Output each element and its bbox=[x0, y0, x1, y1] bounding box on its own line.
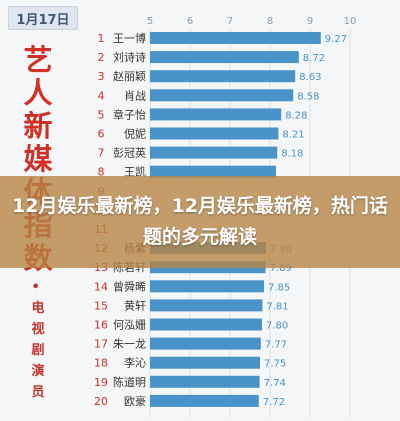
artist-name: 肖战 bbox=[124, 88, 146, 102]
artist-name: 王一博 bbox=[113, 32, 146, 45]
score-label: 7.75 bbox=[264, 359, 286, 370]
score-label: 7.77 bbox=[265, 340, 287, 351]
rank-number: 8 bbox=[98, 166, 105, 179]
x-tick-label: 8 bbox=[267, 16, 273, 27]
score-bar bbox=[150, 32, 321, 44]
rank-number: 5 bbox=[98, 108, 105, 121]
rank-number: 19 bbox=[94, 376, 108, 389]
rank-number: 4 bbox=[98, 89, 105, 102]
score-label: 8.28 bbox=[285, 110, 307, 121]
side-title-char: 人 bbox=[23, 76, 53, 110]
score-label: 8.63 bbox=[299, 72, 321, 83]
score-bar bbox=[150, 356, 260, 369]
side-subtitle-char: • bbox=[31, 280, 40, 295]
side-subtitle-char: 视 bbox=[31, 322, 45, 337]
score-bar bbox=[150, 375, 260, 388]
score-bar bbox=[150, 318, 262, 331]
score-label: 9.27 bbox=[325, 34, 347, 45]
score-label: 8.21 bbox=[282, 130, 304, 141]
rank-number: 17 bbox=[94, 338, 108, 351]
score-bar bbox=[150, 108, 282, 121]
score-label: 8.18 bbox=[281, 149, 303, 160]
rank-number: 2 bbox=[98, 51, 105, 64]
side-title-char: 艺 bbox=[23, 43, 53, 77]
score-label: 7.80 bbox=[266, 321, 288, 332]
score-bar bbox=[150, 70, 296, 83]
score-label: 8.58 bbox=[297, 91, 319, 102]
artist-name: 朱一龙 bbox=[113, 338, 146, 351]
rank-number: 6 bbox=[98, 128, 105, 141]
score-bar bbox=[150, 337, 261, 350]
artist-name: 倪妮 bbox=[124, 127, 146, 141]
x-tick-label: 6 bbox=[187, 16, 193, 27]
score-label: 7.72 bbox=[263, 397, 285, 408]
score-bar bbox=[150, 89, 294, 102]
artist-name: 何泓姗 bbox=[113, 318, 146, 332]
side-subtitle-char: 电 bbox=[31, 301, 45, 316]
score-bar bbox=[150, 280, 264, 293]
score-bar bbox=[150, 51, 299, 64]
x-tick-label: 10 bbox=[344, 16, 357, 27]
rank-number: 16 bbox=[94, 319, 108, 332]
rank-number: 7 bbox=[98, 147, 105, 160]
score-bar bbox=[150, 394, 259, 407]
headline-banner: 12月娱乐最新榜，12月娱乐最新榜，热门话题的多元解读 bbox=[0, 176, 400, 268]
score-label: 7.85 bbox=[268, 282, 290, 293]
score-bar bbox=[150, 299, 263, 312]
side-subtitle-char: 演 bbox=[31, 364, 45, 379]
side-subtitle-char: 员 bbox=[31, 385, 45, 400]
score-label: 7.89 bbox=[270, 263, 292, 274]
x-tick-label: 9 bbox=[307, 16, 313, 27]
score-bar bbox=[150, 146, 278, 159]
artist-name: 陈道明 bbox=[113, 375, 146, 389]
score-bar bbox=[150, 165, 276, 178]
score-bar bbox=[150, 127, 279, 140]
rank-number: 18 bbox=[94, 357, 108, 370]
x-tick-label: 7 bbox=[227, 16, 233, 27]
rank-number: 15 bbox=[94, 299, 108, 312]
side-title-char: 媒 bbox=[23, 142, 53, 176]
side-subtitle-char: 剧 bbox=[31, 343, 45, 358]
artist-name: 彭冠英 bbox=[113, 146, 146, 160]
artist-name: 王凯 bbox=[124, 166, 146, 179]
score-label: 7.74 bbox=[264, 378, 286, 389]
artist-name: 刘诗诗 bbox=[113, 50, 146, 64]
artist-name: 曾舜晞 bbox=[113, 279, 146, 293]
date-label: 1月17日 bbox=[8, 6, 78, 30]
artist-name: 黄轩 bbox=[124, 298, 146, 312]
x-tick-label: 5 bbox=[147, 16, 153, 27]
headline-text: 12月娱乐最新榜，12月娱乐最新榜，热门话题的多元解读 bbox=[12, 195, 388, 248]
rank-number: 3 bbox=[98, 70, 105, 83]
score-label: 8.72 bbox=[303, 53, 325, 64]
score-label: 7.81 bbox=[266, 301, 288, 312]
rank-number: 20 bbox=[94, 395, 108, 408]
artist-name: 欧豪 bbox=[124, 394, 146, 408]
rank-number: 1 bbox=[98, 32, 105, 45]
artist-name: 李沁 bbox=[124, 356, 146, 370]
artist-name: 章子怡 bbox=[113, 107, 146, 121]
side-title-char: 新 bbox=[23, 109, 53, 143]
rank-number: 14 bbox=[94, 280, 108, 293]
artist-name: 赵丽颖 bbox=[113, 69, 146, 83]
